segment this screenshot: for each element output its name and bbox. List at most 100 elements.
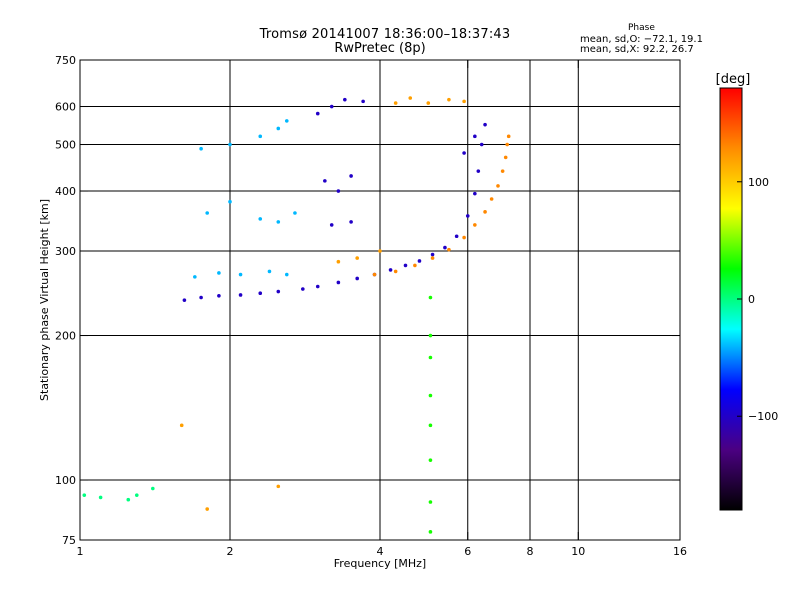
- x-tick-label: 16: [673, 545, 687, 558]
- data-point: [217, 271, 221, 275]
- data-point: [483, 122, 487, 127]
- data-point: [258, 291, 263, 296]
- data-point: [428, 295, 433, 300]
- data-point: [413, 263, 417, 268]
- data-point: [479, 142, 484, 147]
- y-tick-label: 400: [55, 185, 76, 198]
- y-axis-label: Stationary phase Virtual Height [km]: [38, 199, 51, 401]
- y-tick-label: 600: [55, 101, 76, 114]
- data-point: [315, 284, 320, 289]
- data-point: [205, 507, 209, 511]
- data-point: [403, 263, 408, 268]
- x-tick-label: 1: [77, 545, 84, 558]
- data-point: [496, 184, 500, 188]
- y-tick-label: 300: [55, 245, 76, 258]
- data-point: [476, 169, 481, 173]
- x-tick-label: 8: [527, 545, 534, 558]
- data-point: [505, 142, 509, 147]
- data-point: [500, 169, 505, 173]
- data-point: [430, 252, 435, 257]
- data-point: [134, 493, 139, 497]
- y-tick-label: 500: [55, 139, 76, 152]
- data-point: [483, 210, 487, 214]
- colorbar-tick-label: 0: [748, 293, 755, 306]
- data-point: [182, 298, 187, 302]
- data-point: [462, 99, 466, 104]
- y-tick-label: 100: [55, 474, 76, 487]
- data-point: [465, 214, 470, 218]
- data-point: [378, 249, 382, 253]
- data-point: [430, 256, 435, 260]
- data-point: [393, 101, 398, 105]
- colorbar-unit: [deg]: [716, 72, 751, 87]
- data-point: [336, 280, 341, 285]
- data-point: [217, 293, 221, 298]
- colorbar: [deg] 100 0 −100: [716, 72, 778, 511]
- data-points: [82, 96, 511, 534]
- colorbar-tick-label: 100: [748, 176, 769, 189]
- data-point: [98, 495, 103, 500]
- data-point: [258, 217, 263, 221]
- data-point: [388, 268, 393, 272]
- axis-ticks: [79, 59, 681, 541]
- data-point: [473, 191, 477, 196]
- data-point: [276, 126, 281, 131]
- data-point: [349, 220, 353, 224]
- data-point: [284, 272, 289, 277]
- data-point: [417, 259, 422, 263]
- data-point: [267, 269, 272, 274]
- data-point: [462, 235, 466, 240]
- x-tick-label: 6: [464, 545, 471, 558]
- data-point: [462, 151, 466, 155]
- data-point: [428, 530, 433, 534]
- data-point: [276, 289, 281, 294]
- data-point: [199, 146, 203, 151]
- data-point: [428, 458, 433, 462]
- data-point: [228, 199, 232, 204]
- grid-lines: [80, 60, 681, 540]
- data-point: [361, 99, 365, 104]
- data-point: [336, 189, 341, 193]
- data-point: [443, 245, 447, 250]
- data-point: [349, 174, 353, 178]
- data-point: [293, 211, 297, 215]
- data-point: [205, 211, 209, 215]
- data-point: [428, 333, 433, 338]
- y-tick-label: 750: [55, 54, 76, 67]
- data-point: [473, 223, 477, 227]
- tick-labels: 1 2 4 6 8 10 16 75 100 200 300 400 500 600 750: [55, 54, 687, 558]
- data-point: [315, 111, 320, 116]
- stats-heading: Phase: [628, 23, 655, 33]
- data-point: [228, 142, 232, 147]
- data-point: [238, 293, 243, 297]
- data-point: [193, 275, 197, 279]
- data-point: [447, 247, 451, 252]
- x-tick-label: 10: [571, 545, 585, 558]
- data-point: [199, 295, 203, 300]
- data-point: [428, 355, 433, 360]
- data-point: [258, 134, 263, 139]
- colorbar-tick-label: −100: [748, 410, 778, 423]
- stats-o-mode: mean, sd,O: −72.1, 19.1: [580, 34, 703, 45]
- data-point: [489, 197, 494, 201]
- data-point: [82, 493, 87, 497]
- stats-x-mode: mean, sd,X: 92.2, 26.7: [580, 44, 694, 55]
- data-point: [276, 484, 281, 489]
- data-point: [355, 276, 359, 281]
- chart-title: Tromsø 20141007 18:36:00–18:37:43: [259, 27, 511, 42]
- data-point: [426, 101, 431, 105]
- data-point: [506, 134, 511, 139]
- data-point: [428, 423, 433, 428]
- data-point: [343, 97, 347, 102]
- data-point: [336, 259, 341, 264]
- data-point: [329, 223, 334, 227]
- y-tick-label: 200: [55, 330, 76, 343]
- data-point: [355, 256, 359, 260]
- x-tick-label: 4: [377, 545, 384, 558]
- data-point: [284, 119, 289, 123]
- data-point: [473, 134, 477, 139]
- data-point: [276, 220, 281, 224]
- colorbar-ticks: 100 0 −100: [737, 176, 778, 423]
- y-tick-label: 75: [62, 534, 76, 547]
- chart-subtitle: RwPretec (8p): [334, 41, 426, 56]
